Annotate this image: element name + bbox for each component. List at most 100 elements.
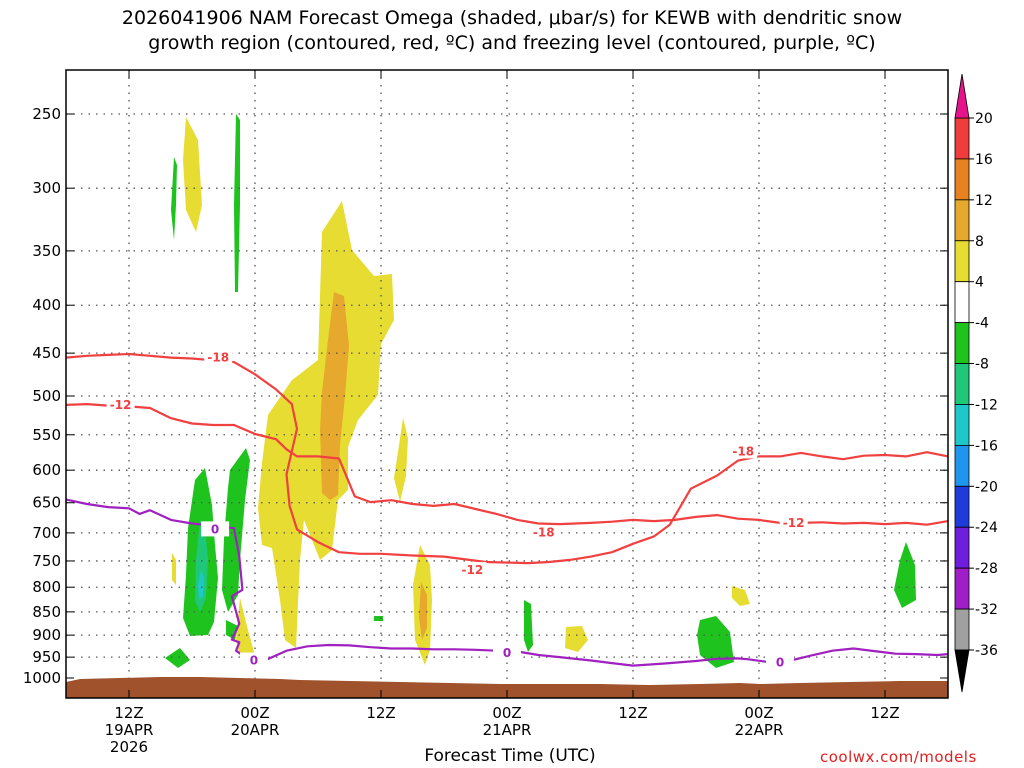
omega-region xyxy=(172,553,176,585)
omega-region xyxy=(171,157,177,240)
colorbar-swatch xyxy=(954,363,970,405)
colorbar-label: -8 xyxy=(975,357,989,373)
x-tick-label: 12Z xyxy=(618,704,647,722)
colorbar-swatch xyxy=(954,567,970,610)
colorbar-label: -36 xyxy=(975,643,998,659)
contour-label: -18 xyxy=(207,351,229,365)
x-tick-label: 22APR xyxy=(735,721,784,739)
terrain-ground xyxy=(66,677,948,698)
contour-label-bg xyxy=(729,443,758,459)
x-tick-label: 00Z xyxy=(240,704,269,722)
y-tick-label: 800 xyxy=(32,578,61,596)
y-tick-label: 900 xyxy=(32,626,61,644)
contour-label-bg xyxy=(204,349,233,365)
colorbar-swatch xyxy=(954,158,970,201)
y-tick-label: 1000 xyxy=(23,669,61,687)
colorbar-swatch xyxy=(954,526,970,569)
omega-region xyxy=(894,542,916,608)
y-tick-label: 550 xyxy=(32,426,61,444)
contour-label: 0 xyxy=(211,522,219,536)
x-tick-label: 21APR xyxy=(483,721,532,739)
colorbar-swatch xyxy=(954,281,970,324)
omega-region xyxy=(195,520,208,612)
title-line-2: growth region (contoured, red, ºC) and f… xyxy=(148,32,876,54)
x-tick-label: 12Z xyxy=(870,704,899,722)
y-tick-label: 300 xyxy=(32,179,61,197)
omega-region xyxy=(732,586,750,606)
x-tick-label: 12Z xyxy=(114,704,143,722)
colorbar-label: -24 xyxy=(975,520,998,536)
chart-title: 2026041906 NAM Forecast Omega (shaded, μ… xyxy=(0,6,1024,56)
x-tick-label: 00Z xyxy=(744,704,773,722)
omega-region xyxy=(697,616,734,668)
contour-label-bg xyxy=(766,654,794,670)
x-tick-label: 00Z xyxy=(492,704,521,722)
colorbar-label: -32 xyxy=(975,602,998,618)
contour-label: -12 xyxy=(462,563,484,577)
colorbar-label: 8 xyxy=(975,234,984,250)
omega-region xyxy=(524,600,533,652)
colorbar-max-arrow xyxy=(954,73,970,119)
contour-label-bg xyxy=(458,562,487,578)
y-tick-label: 350 xyxy=(32,242,61,260)
colorbar-label: 20 xyxy=(975,111,993,127)
y-tick-label: 450 xyxy=(32,344,61,362)
y-axis: 250 300 350 400 450 500 550 600 650 700 750 800 850 9… xyxy=(23,105,948,687)
omega-region xyxy=(320,292,349,500)
colorbar: 20 16 12 8 4 -4 -8 -12 -16 -20 -24 -28 -32 -36 xyxy=(954,73,998,693)
x-tick-label: 2026 xyxy=(110,738,148,756)
colorbar-label: 4 xyxy=(975,275,984,291)
colorbar-label: -16 xyxy=(975,438,998,454)
colorbar-swatch xyxy=(954,117,970,160)
colorbar-swatch xyxy=(954,322,970,364)
contour-label-bg xyxy=(779,514,808,530)
omega-region xyxy=(183,117,202,232)
y-tick-label: 950 xyxy=(32,648,61,666)
x-tick-label: 20APR xyxy=(231,721,280,739)
omega-region xyxy=(394,418,408,502)
y-tick-label: 700 xyxy=(32,524,61,542)
contour-label-bg xyxy=(529,524,558,540)
colorbar-label: 12 xyxy=(975,193,993,209)
omega-region xyxy=(234,114,240,292)
contour-label-bg xyxy=(201,521,230,537)
y-tick-label: 750 xyxy=(32,552,61,570)
contour-label: 0 xyxy=(503,646,511,660)
contour-lines: -18 -18 -18 -12 -12 -12 0 0 0 0 xyxy=(65,349,949,670)
colorbar-swatch xyxy=(954,608,970,651)
y-tick-label: 850 xyxy=(32,603,61,621)
omega-region xyxy=(374,616,383,621)
x-tick-label: 19APR xyxy=(105,721,154,739)
gridlines xyxy=(66,70,948,698)
colorbar-label: -12 xyxy=(975,397,998,413)
contour-label-bg xyxy=(493,644,521,660)
colorbar-swatch xyxy=(954,485,970,528)
contour-label: -12 xyxy=(110,398,132,412)
omega-shading xyxy=(165,114,916,668)
credit-link[interactable]: coolwx.com/models xyxy=(820,748,977,766)
y-tick-label: 400 xyxy=(32,296,61,314)
colorbar-label: -4 xyxy=(975,316,989,332)
contour-label: -12 xyxy=(783,516,805,530)
colorbar-swatch xyxy=(954,404,970,446)
colorbar-label: -28 xyxy=(975,561,998,577)
colorbar-label: 16 xyxy=(975,152,993,168)
omega-region xyxy=(222,448,250,612)
contour-label: 0 xyxy=(776,656,784,670)
y-tick-label: 250 xyxy=(32,105,61,123)
y-tick-label: 650 xyxy=(32,494,61,512)
omega-region xyxy=(565,626,588,652)
x-tick-label: 12Z xyxy=(366,704,395,722)
colorbar-label: -20 xyxy=(975,479,998,495)
y-tick-label: 500 xyxy=(32,387,61,405)
colorbar-min-arrow xyxy=(954,649,970,693)
omega-region xyxy=(236,598,254,665)
colorbar-swatch xyxy=(954,444,970,487)
colorbar-swatch xyxy=(954,199,970,242)
contour-label: -18 xyxy=(732,444,754,458)
omega-region xyxy=(198,570,204,600)
omega-region xyxy=(419,582,427,640)
x-axis-label: Forecast Time (UTC) xyxy=(424,746,596,766)
contour-label-bg xyxy=(239,652,268,668)
